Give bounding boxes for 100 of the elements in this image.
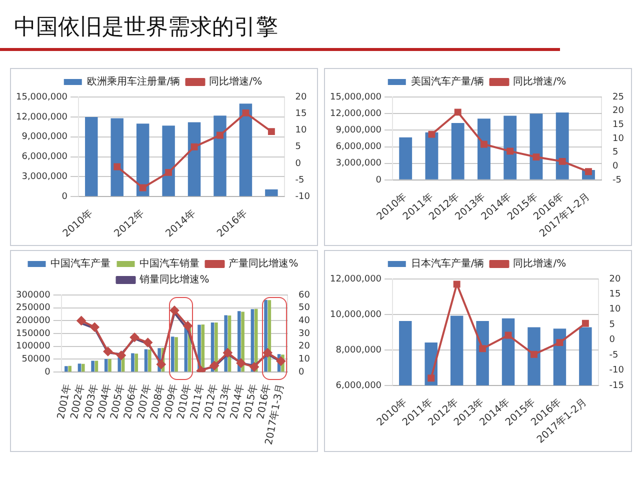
point (453, 280, 460, 288)
y-tick-label: 6,000,000 (336, 142, 382, 152)
bar (170, 336, 174, 372)
legend-label: 同比增速/% (209, 76, 262, 88)
y2-tick-label: 40 (298, 316, 310, 326)
y2-tick-label: -5 (609, 350, 618, 360)
bar (104, 358, 108, 372)
point (156, 360, 166, 369)
y-tick-label: 9,000,000 (22, 132, 68, 142)
bar (131, 353, 134, 372)
y2-tick-label: 0 (298, 367, 305, 378)
y2-tick-label: 20 (612, 106, 624, 116)
y2-tick-label: -5 (295, 175, 304, 186)
point (210, 361, 219, 370)
bar (399, 137, 412, 180)
bar (136, 124, 150, 196)
bar (478, 118, 490, 180)
point (90, 322, 100, 332)
bar (530, 114, 543, 180)
bar (556, 112, 569, 180)
y2-tick-label: 25 (612, 92, 624, 102)
y2-tick-label: 0 (295, 158, 302, 169)
bar (82, 364, 85, 372)
y-tick-label: 12,000,000 (330, 274, 382, 284)
point (582, 320, 589, 327)
point (143, 338, 152, 348)
legend-label: 同比增速/% (513, 258, 566, 270)
y-tick-label: 100000 (16, 342, 51, 352)
y-tick-label: 10,000,000 (330, 310, 382, 320)
bar (148, 349, 152, 372)
point (116, 350, 126, 360)
bar (239, 104, 252, 196)
bar (134, 354, 138, 372)
legend-label: 销量同比增速% (138, 274, 210, 286)
legend-label: 中国汽车产量 (50, 258, 111, 270)
y2-tick-label: -10 (609, 366, 624, 376)
point (454, 108, 462, 116)
y2-tick-label: 5 (295, 142, 302, 152)
y-tick-label: 0 (44, 367, 51, 378)
bar (451, 122, 464, 180)
y2-tick-label: 50 (298, 303, 310, 314)
point (216, 132, 224, 139)
y-tick-label: 250000 (16, 303, 51, 314)
bar (144, 349, 148, 372)
legend-label: 美国汽车产量/辆 (410, 76, 484, 88)
bar (68, 366, 72, 372)
bar (162, 126, 175, 196)
y2-tick-label: 15 (612, 120, 624, 130)
y2-tick-label: 15 (295, 108, 307, 119)
y2-tick-label: 0 (609, 335, 616, 346)
point (480, 140, 488, 148)
point (236, 358, 246, 368)
y-tick-label: 6,000,000 (22, 152, 68, 162)
point (183, 321, 192, 330)
point (532, 154, 540, 160)
point (263, 348, 272, 358)
y-tick-label: 0 (62, 192, 68, 202)
text: 中国依旧是世界需求的引擎 (0, 0, 560, 51)
bar (214, 116, 226, 196)
y-tick-label: 12,000,000 (330, 108, 382, 119)
y2-tick-label: 5 (612, 148, 618, 158)
point (428, 130, 436, 138)
point (530, 350, 538, 358)
y2-tick-label: 5 (609, 320, 616, 330)
bar (265, 189, 278, 196)
y2-tick-label: 10 (609, 304, 622, 315)
y2-tick-label: 0 (612, 161, 619, 172)
point (139, 184, 146, 192)
legend-label: 中国汽车销量 (140, 258, 200, 270)
bar (188, 122, 201, 196)
legend-label: 产量同比增速% (228, 258, 298, 270)
y-tick-label: 300000 (16, 290, 51, 300)
point (556, 339, 564, 346)
point (506, 148, 514, 155)
y-tick-label: 15,000,000 (330, 92, 382, 102)
bar (174, 337, 178, 372)
point (223, 348, 232, 358)
y-tick-label: 150000 (16, 328, 51, 339)
y2-tick-label: 10 (298, 354, 310, 365)
bar (425, 132, 438, 180)
point (504, 332, 512, 339)
y2-tick-label: 30 (298, 328, 310, 339)
point (428, 374, 435, 382)
y-tick-label: 6,000,000 (336, 380, 382, 391)
y2-tick-label: 20 (298, 342, 310, 352)
point (103, 347, 112, 356)
point (479, 345, 486, 352)
point (558, 158, 566, 165)
y2-tick-label: 15 (609, 290, 621, 300)
y-tick-label: 15,000,000 (16, 92, 68, 102)
point (114, 163, 121, 170)
point (242, 109, 250, 116)
y2-tick-label: 10 (612, 134, 624, 144)
bar (78, 364, 82, 372)
y-tick-label: 3,000,000 (336, 158, 382, 169)
y2-tick-label: 10 (295, 126, 308, 136)
point (250, 362, 259, 372)
legend-label: 同比增速/% (513, 76, 566, 88)
bar (110, 118, 124, 196)
y-tick-label: 8,000,000 (336, 345, 382, 356)
